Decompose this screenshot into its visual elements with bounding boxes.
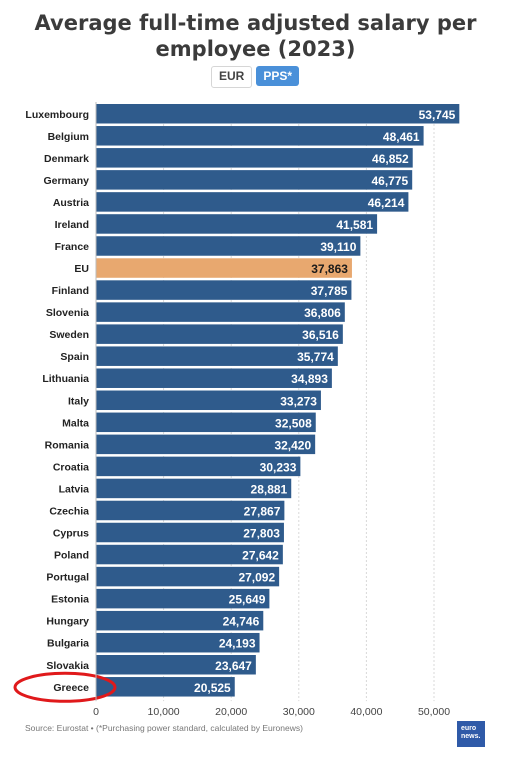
category-label: Lithuania — [42, 373, 89, 385]
title-line-1: Average full-time adjusted salary per — [34, 11, 477, 35]
bar — [96, 412, 316, 433]
unit-toggle: EUR PPS* — [211, 66, 300, 88]
x-tick-label: 50,000 — [418, 706, 450, 718]
category-label: Sweden — [49, 329, 89, 341]
category-label: Denmark — [44, 153, 89, 165]
category-label: Belgium — [48, 131, 89, 143]
data-label: 24,746 — [223, 615, 260, 629]
data-label: 27,867 — [244, 504, 281, 518]
bar — [96, 126, 424, 146]
data-label: 53,745 — [419, 108, 456, 122]
category-label: Luxembourg — [25, 109, 89, 121]
bar — [96, 632, 260, 653]
category-label: Finland — [52, 285, 89, 297]
bar — [96, 677, 235, 697]
bar — [96, 500, 285, 521]
category-label: Hungary — [46, 616, 89, 628]
data-label: 27,092 — [238, 571, 275, 585]
x-tick-label: 20,000 — [215, 706, 247, 718]
category-label: France — [55, 241, 90, 253]
x-tick-label: 30,000 — [283, 706, 315, 718]
data-label: 39,110 — [320, 240, 356, 254]
data-label: 46,775 — [371, 174, 408, 188]
data-label: 46,214 — [368, 196, 405, 210]
data-label: 41,581 — [336, 218, 373, 232]
category-label: Poland — [54, 550, 89, 562]
bar — [96, 170, 413, 190]
data-label: 37,785 — [311, 284, 348, 298]
category-label: Slovakia — [46, 660, 89, 672]
data-label: 20,525 — [194, 681, 231, 695]
bar — [96, 104, 460, 124]
bar — [96, 478, 292, 499]
x-tick-label: 0 — [93, 706, 99, 718]
category-label: Ireland — [55, 219, 89, 231]
bar — [96, 148, 413, 168]
category-label: Croatia — [53, 461, 89, 473]
data-label: 36,516 — [302, 328, 339, 342]
title-line-2: employee (2023) — [155, 37, 356, 61]
x-tick-label: 10,000 — [148, 706, 180, 718]
bar-chart: 0 10,000 20,000 30,000 40,000 50,000 Luxembour… — [13, 102, 460, 718]
data-label: 32,508 — [275, 416, 312, 430]
data-label: 46,852 — [372, 152, 409, 166]
category-label: Italy — [68, 395, 89, 407]
data-label: 35,774 — [297, 350, 334, 364]
data-label: 33,273 — [280, 394, 317, 408]
category-label: Germany — [43, 175, 89, 187]
bar — [96, 390, 321, 411]
bar — [96, 324, 343, 344]
category-label: Greece — [53, 682, 89, 694]
bar — [96, 368, 332, 388]
euronews-logo: euro news. — [457, 721, 485, 747]
bar — [96, 456, 301, 477]
data-label: 48,461 — [383, 130, 420, 144]
bar — [96, 544, 283, 565]
data-label: 23,647 — [215, 659, 252, 673]
data-label: 28,881 — [251, 482, 288, 496]
category-label: Cyprus — [53, 528, 89, 540]
category-label: Czechia — [49, 505, 89, 517]
data-label: 25,649 — [229, 593, 266, 607]
source-note: Source: Eurostat • (*Purchasing power st… — [25, 723, 303, 733]
category-label: Bulgaria — [47, 638, 89, 650]
category-label: Latvia — [59, 483, 90, 495]
chart-title: Average full-time adjusted salary per em… — [0, 10, 511, 62]
data-label: 36,806 — [304, 306, 341, 320]
logo-line-2: news. — [461, 733, 481, 740]
bar — [96, 258, 352, 278]
bar — [96, 522, 284, 543]
pps-button[interactable]: PPS* — [256, 66, 300, 86]
bar — [96, 280, 352, 300]
category-label: Romania — [45, 439, 90, 451]
bar — [96, 566, 280, 587]
bar — [96, 588, 270, 609]
category-label: Portugal — [46, 572, 89, 584]
category-label: Spain — [60, 351, 89, 363]
bar — [96, 610, 264, 631]
annotation-circle — [13, 671, 117, 703]
x-tick-label: 40,000 — [350, 706, 382, 718]
bar — [96, 434, 316, 455]
logo-line-1: euro — [461, 725, 477, 732]
bar — [96, 302, 345, 322]
bar — [96, 192, 409, 212]
data-label: 27,803 — [243, 527, 280, 541]
bar — [96, 655, 256, 675]
data-label: 30,233 — [260, 460, 297, 474]
data-label: 32,420 — [274, 438, 311, 452]
data-label: 27,642 — [242, 549, 279, 563]
category-label: EU — [74, 263, 89, 275]
data-label: 34,893 — [291, 372, 328, 386]
category-label: Slovenia — [46, 307, 89, 319]
category-label: Malta — [62, 417, 89, 429]
bar — [96, 214, 378, 234]
eur-button[interactable]: EUR — [211, 66, 253, 88]
bar — [96, 236, 361, 256]
category-label: Estonia — [51, 594, 89, 606]
bar — [96, 346, 338, 366]
data-label: 24,193 — [219, 637, 256, 651]
data-label: 37,863 — [311, 262, 348, 276]
category-label: Austria — [53, 197, 89, 209]
